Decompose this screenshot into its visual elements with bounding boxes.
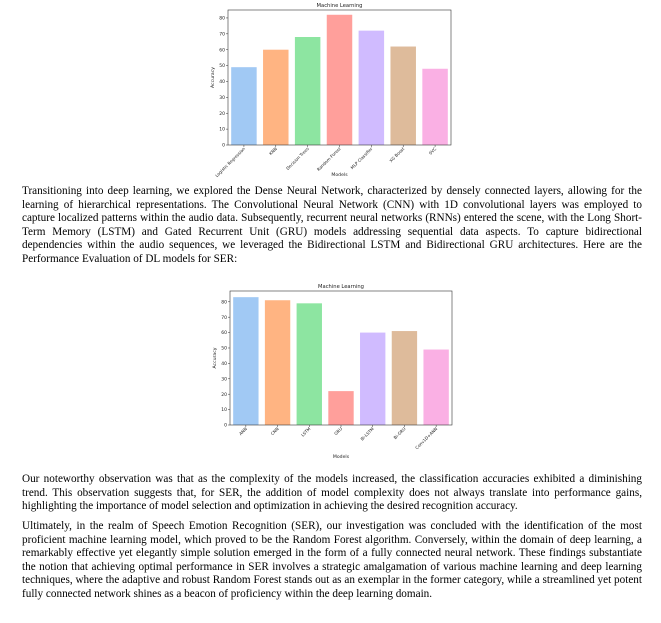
paragraph-complexity-observation: Our noteworthy observation was that as t… bbox=[22, 473, 642, 513]
y-tick-label: 50 bbox=[219, 63, 225, 69]
bar bbox=[358, 30, 385, 146]
x-tick-label: GRU bbox=[333, 426, 343, 436]
bar bbox=[390, 46, 416, 145]
x-tick-label: Bi-LSTM bbox=[360, 426, 376, 442]
ml-accuracy-chart: Machine Learning 0 10 20 30 40 50 60 70 80 Logisti… bbox=[200, 0, 460, 180]
y-tick-label: 80 bbox=[221, 299, 227, 305]
bar bbox=[294, 37, 321, 145]
y-tick-label: 10 bbox=[219, 127, 225, 133]
y-tick-label: 30 bbox=[219, 95, 225, 101]
bar bbox=[423, 349, 449, 425]
ml-accuracy-chart-svg: Machine Learning 0 10 20 30 40 50 60 70 80 Logisti… bbox=[210, 3, 452, 178]
chart-title: Machine Learning bbox=[317, 3, 363, 9]
bar bbox=[233, 297, 259, 425]
y-tick-label: 0 bbox=[222, 143, 225, 149]
x-tick-label: Conv1D+ANN bbox=[414, 426, 438, 450]
x-tick-label: KNN bbox=[268, 146, 278, 156]
x-tick-label: CNN bbox=[270, 426, 280, 436]
bar bbox=[422, 68, 448, 145]
y-tick-label: 20 bbox=[219, 111, 225, 117]
bar bbox=[391, 331, 418, 425]
x-tick-label: Bi-GRU bbox=[393, 426, 407, 440]
bar bbox=[328, 391, 354, 425]
x-tick-label: Logistic Regression bbox=[214, 146, 246, 178]
y-tick-label: 20 bbox=[221, 392, 227, 398]
y-axis-label: Accuracy bbox=[212, 347, 218, 368]
x-tick-label: MLP Classifier bbox=[350, 146, 374, 170]
chart-title: Machine Learning bbox=[318, 284, 364, 290]
y-tick-label: 70 bbox=[221, 315, 227, 321]
y-tick-label: 70 bbox=[219, 31, 225, 37]
bar bbox=[231, 67, 257, 145]
x-axis-label: Models bbox=[331, 172, 348, 178]
dl-accuracy-chart-svg: Machine Learning 0 10 20 30 40 50 60 70 80 ANN CNN L… bbox=[212, 284, 453, 460]
x-axis-label: Models bbox=[333, 454, 350, 460]
bar bbox=[263, 49, 289, 145]
x-tick-label: LSTM bbox=[300, 426, 312, 438]
plot-frame bbox=[229, 290, 453, 426]
y-tick-label: 30 bbox=[221, 376, 227, 382]
paragraph-deep-learning-intro: Transitioning into deep learning, we exp… bbox=[22, 185, 642, 265]
bar bbox=[264, 300, 291, 425]
x-tick-label: Decision Trees bbox=[285, 146, 310, 171]
bar bbox=[296, 303, 322, 425]
y-tick-label: 0 bbox=[224, 423, 227, 429]
y-tick-label: 60 bbox=[219, 47, 225, 53]
x-tick-label: SVC bbox=[428, 146, 438, 156]
dl-accuracy-chart: Machine Learning 0 10 20 30 40 50 60 70 80 ANN CNN L… bbox=[200, 280, 462, 462]
y-tick-label: 50 bbox=[221, 346, 227, 352]
y-tick-label: 40 bbox=[219, 79, 225, 85]
paragraph-conclusion: Ultimately, in the realm of Speech Emoti… bbox=[22, 520, 642, 600]
y-tick-label: 60 bbox=[221, 330, 227, 336]
x-tick-label: ANN bbox=[238, 426, 248, 436]
bar bbox=[326, 14, 353, 145]
plot-frame bbox=[227, 9, 452, 146]
y-tick-label: 40 bbox=[221, 361, 227, 367]
x-tick-label: XG Boost bbox=[388, 146, 405, 163]
y-tick-label: 80 bbox=[219, 16, 225, 22]
y-tick-label: 10 bbox=[221, 407, 227, 413]
y-axis-label: Accuracy bbox=[210, 67, 216, 88]
x-tick-label: Random Forest bbox=[316, 146, 342, 172]
bar bbox=[360, 332, 386, 425]
